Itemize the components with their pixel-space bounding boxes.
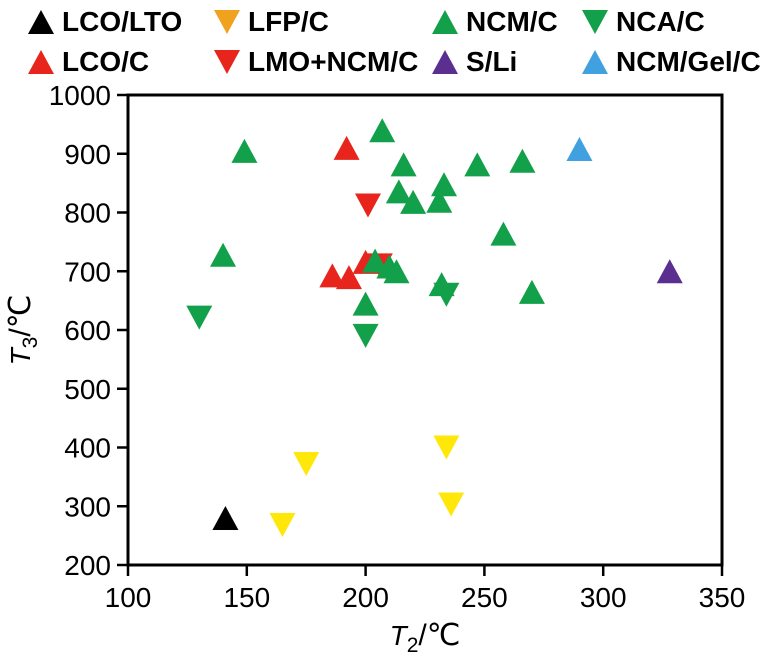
data-point-ncm-c <box>362 248 389 273</box>
data-point-ncm-c <box>210 242 237 267</box>
legend-label: LFP/C <box>248 6 329 37</box>
legend-label: NCM/Gel/C <box>616 46 761 77</box>
data-point-lfp-c <box>269 513 296 538</box>
legend-item-nca-c: NCA/C <box>580 6 705 38</box>
data-point-lco-c <box>319 263 346 288</box>
data-point-ncm-c <box>383 259 410 284</box>
data-point-ncm-gel-c <box>566 137 593 162</box>
data-point-ncm-c <box>231 138 258 163</box>
legend-item-lfp-c: LFP/C <box>212 6 430 38</box>
x-axis-label: T2/℃ <box>390 619 461 656</box>
data-point-ncm-c <box>464 152 491 177</box>
data-point-ncm-c <box>400 189 427 214</box>
data-point-lfp-c <box>433 435 460 460</box>
x-tick-label: 100 <box>105 582 152 613</box>
data-point-ncm-c <box>509 148 536 173</box>
triangle-down-icon <box>214 10 240 34</box>
y-tick-label: 700 <box>64 256 111 287</box>
y-axis-label: T3/℃ <box>4 295 42 366</box>
legend-item-lco-lto: LCO/LTO <box>26 6 212 38</box>
triangle-up-icon <box>582 50 608 74</box>
data-point-lmo-ncm-c <box>354 193 381 218</box>
data-point-nca-c <box>352 323 379 348</box>
legend-item-lmo-ncm-c: LMO+NCM/C <box>212 46 430 78</box>
legend-item-ncm-gel-c: NCM/Gel/C <box>580 46 761 78</box>
data-point-ncm-c <box>352 291 379 316</box>
data-point-lco-lto <box>212 506 239 530</box>
triangle-up-icon <box>432 10 458 34</box>
data-point-nca-c <box>433 282 460 307</box>
legend-label: NCM/C <box>466 6 558 37</box>
data-point-ncm-c <box>490 221 517 246</box>
triangle-up-icon <box>432 50 458 74</box>
data-point-lco-c <box>333 135 360 160</box>
data-point-lfp-c <box>438 492 465 517</box>
legend-label: LCO/LTO <box>62 6 183 37</box>
data-point-ncm-c <box>369 118 396 143</box>
data-point-nca-c <box>186 305 213 330</box>
legend-item-lco-c: LCO/C <box>26 46 212 78</box>
x-tick-label: 150 <box>223 582 270 613</box>
legend-row: LCO/LTO LFP/C NCM/C NCA/C <box>26 2 761 42</box>
legend-label: S/Li <box>466 46 518 77</box>
data-point-ncm-c <box>431 172 458 197</box>
data-point-ncm-c <box>390 152 417 177</box>
y-tick-label: 500 <box>64 374 111 405</box>
legend-item-ncm-c: NCM/C <box>430 6 580 38</box>
legend-label: NCA/C <box>616 6 705 37</box>
y-tick-label: 200 <box>64 550 111 581</box>
data-point-ncm-c <box>518 279 545 304</box>
plot-border <box>126 93 724 567</box>
y-tick-label: 300 <box>64 491 111 522</box>
x-tick-label: 200 <box>342 582 389 613</box>
y-tick-label: 800 <box>64 198 111 229</box>
x-tick-label: 300 <box>580 582 627 613</box>
legend-label: LMO+NCM/C <box>248 46 419 77</box>
y-tick-label: 400 <box>64 433 111 464</box>
data-point-lco-c <box>335 265 362 290</box>
plot-area: 100 150 200 250 300 350 200 300 400 500 600 700 800 9… <box>0 80 784 661</box>
triangle-down-icon <box>582 10 608 34</box>
data-point-lfp-c <box>293 451 320 476</box>
triangle-up-icon <box>28 50 54 74</box>
triangle-down-icon <box>214 50 240 74</box>
scatter-plot: 100 150 200 250 300 350 200 300 400 500 600 700 800 9… <box>4 80 746 657</box>
triangle-up-icon <box>28 10 54 34</box>
legend-row: LCO/C LMO+NCM/C S/Li NCM/Gel/C <box>26 42 761 82</box>
x-tick-label: 250 <box>461 582 508 613</box>
y-tick-label: 600 <box>64 315 111 346</box>
y-tick-label: 900 <box>64 139 111 170</box>
data-point-s-li <box>656 259 683 284</box>
data-point-ncm-c <box>426 188 453 213</box>
legend-label: LCO/C <box>62 46 150 77</box>
legend-item-s-li: S/Li <box>430 46 580 78</box>
chart-legend: LCO/LTO LFP/C NCM/C NCA/C LCO/C LMO+NCM/C S/Li… <box>26 2 761 82</box>
y-tick-label: 1000 <box>49 85 111 111</box>
data-point-ncm-c <box>385 179 412 204</box>
x-tick-label: 350 <box>699 582 746 613</box>
